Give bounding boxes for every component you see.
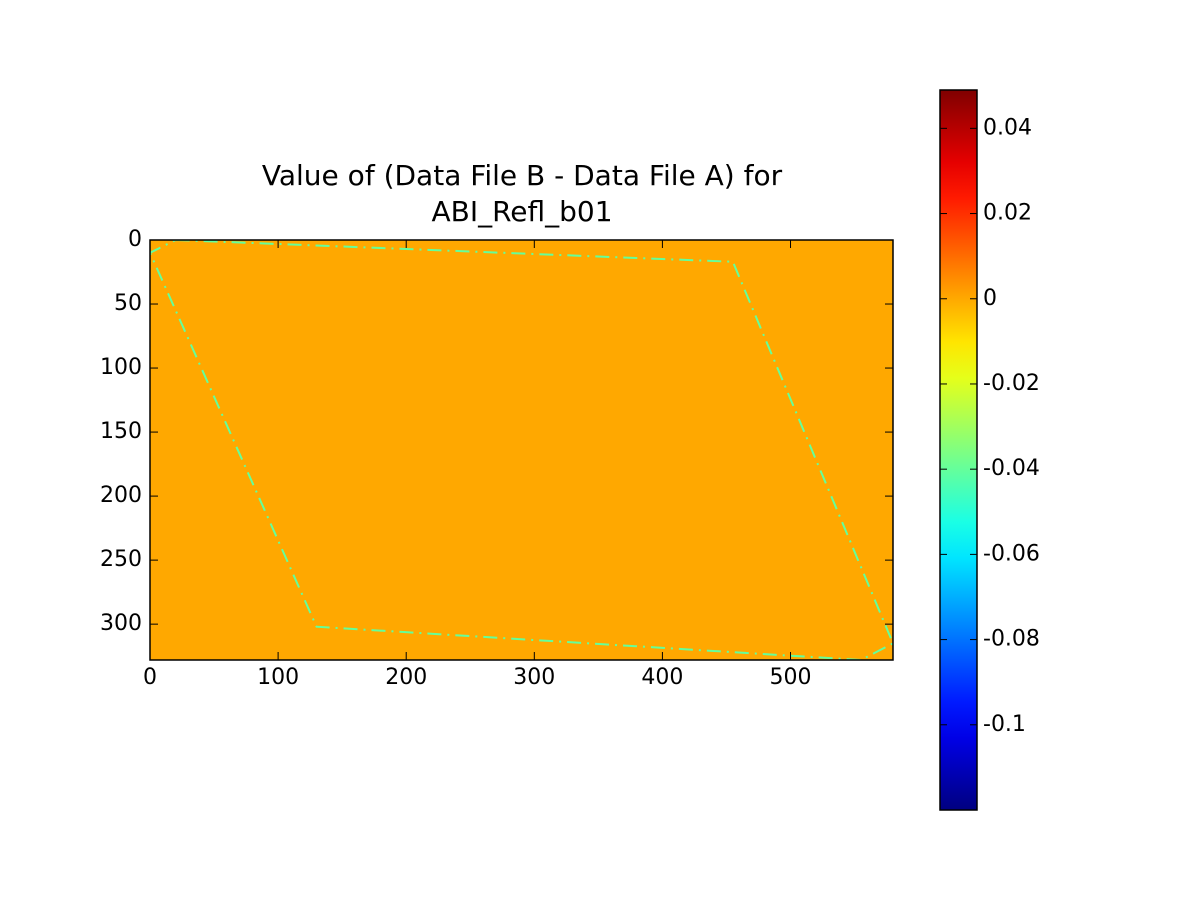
x-tick-label: 500 [770,665,812,690]
x-tick-label: 100 [257,665,299,690]
colorbar-tick-label: 0.04 [983,115,1032,140]
colorbar-tick-label: -0.04 [983,456,1040,481]
axes-frame [149,239,894,661]
y-tick-label: 150 [100,419,142,444]
y-tick-label: 300 [100,611,142,636]
image-layer [150,240,893,660]
y-tick-label: 0 [128,227,142,252]
x-tick-label: 300 [513,665,555,690]
colorbar-tick-label: -0.08 [983,627,1040,652]
chart-title: Value of (Data File B - Data File A) for [262,159,783,192]
y-tick-label: 50 [114,291,142,316]
image-fill [150,240,893,660]
y-tick-label: 200 [100,483,142,508]
colorbar-tick-label: -0.1 [983,712,1026,737]
chart-title: ABI_Refl_b01 [431,195,612,228]
colorbar-tick-label: -0.06 [983,541,1040,566]
x-tick-label: 400 [641,665,683,690]
colorbar-tick-label: -0.02 [983,371,1040,396]
colorbar [939,89,978,811]
colorbar-tick-label: 0.02 [983,201,1032,226]
colorbar-tick-label: 0 [983,286,997,311]
y-tick-label: 100 [100,355,142,380]
x-tick-label: 200 [385,665,427,690]
x-tick-label: 0 [143,665,157,690]
y-tick-label: 250 [100,547,142,572]
